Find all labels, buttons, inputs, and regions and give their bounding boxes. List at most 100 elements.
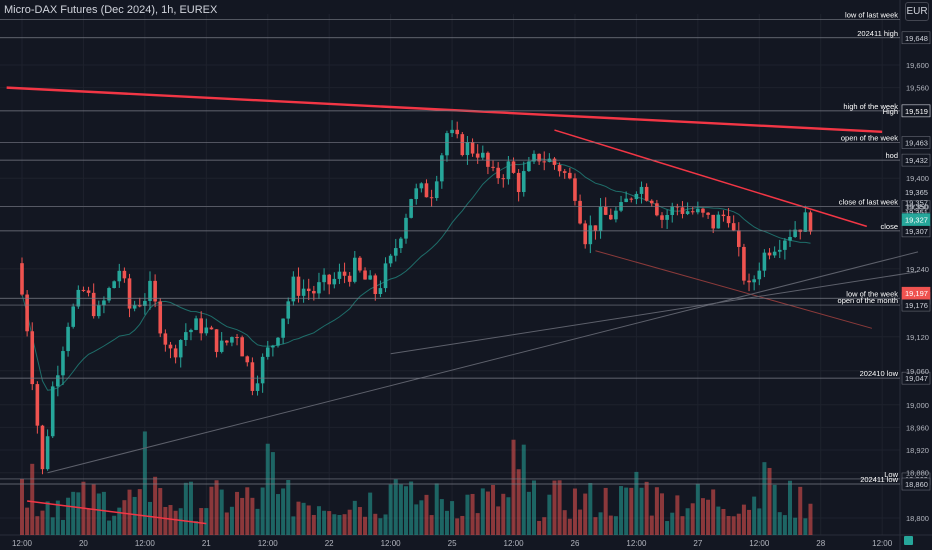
settings-square-icon[interactable] bbox=[904, 536, 913, 545]
candle-body bbox=[358, 257, 362, 271]
candle-body bbox=[260, 356, 265, 384]
candle-body bbox=[404, 217, 408, 239]
level-value-box bbox=[901, 31, 931, 45]
volume-bar bbox=[137, 489, 142, 535]
volume-bar bbox=[148, 501, 152, 535]
candle-body bbox=[470, 142, 475, 154]
volume-bar bbox=[45, 501, 50, 535]
level-value-box bbox=[901, 477, 931, 491]
candle-body bbox=[393, 248, 398, 256]
volume-bar bbox=[235, 491, 240, 535]
candle-body bbox=[112, 281, 116, 289]
candle-body bbox=[312, 291, 316, 294]
volume-bar bbox=[511, 439, 516, 535]
volume-bar bbox=[122, 500, 127, 535]
candle-body bbox=[363, 270, 367, 280]
y-tick-label: 19,560 bbox=[906, 84, 929, 93]
volume-bar bbox=[373, 513, 378, 535]
volume-bar bbox=[265, 443, 270, 535]
candle-body bbox=[680, 207, 685, 214]
volume-bar bbox=[404, 486, 408, 535]
level-label: 202411 low bbox=[860, 475, 898, 484]
candle-body bbox=[670, 206, 675, 215]
level-label: low of last week bbox=[845, 11, 898, 20]
candle-body bbox=[342, 271, 347, 276]
candle-body bbox=[199, 318, 203, 334]
volume-bar bbox=[337, 514, 342, 535]
candle-body bbox=[603, 206, 608, 215]
candle-body bbox=[752, 279, 756, 283]
volume-bar bbox=[409, 481, 414, 535]
candle-body bbox=[496, 167, 500, 179]
volume-bar bbox=[767, 467, 772, 535]
candle-body bbox=[772, 251, 777, 256]
volume-bar bbox=[316, 506, 321, 535]
volume-bar bbox=[183, 482, 188, 535]
candle-body bbox=[86, 290, 91, 293]
volume-bar bbox=[470, 493, 475, 535]
candle-body bbox=[521, 171, 526, 193]
volume-bar bbox=[327, 511, 332, 535]
level-value: 19,307 bbox=[905, 227, 928, 236]
volume-bar bbox=[526, 491, 531, 535]
candle-body bbox=[767, 252, 772, 256]
candle-body bbox=[696, 208, 700, 213]
volume-bar bbox=[793, 517, 798, 535]
volume-bar bbox=[608, 515, 613, 535]
level-value-box bbox=[901, 371, 931, 385]
candle-body bbox=[378, 288, 383, 295]
candle-body bbox=[271, 345, 275, 348]
y-tick-label: 18,800 bbox=[906, 514, 929, 523]
volume-bar bbox=[455, 518, 460, 535]
currency-button[interactable]: EUR bbox=[905, 2, 929, 21]
candle-body bbox=[255, 383, 260, 391]
candle-body bbox=[178, 340, 183, 358]
volume-bar bbox=[219, 489, 224, 535]
volume-bar bbox=[270, 452, 275, 535]
volume-bar bbox=[168, 505, 173, 535]
x-tick-label: 12:00 bbox=[504, 539, 525, 548]
y-tick-label: 18,880 bbox=[906, 469, 929, 478]
volume-bar bbox=[613, 516, 618, 535]
price-badge-value: 19,519 bbox=[905, 107, 928, 116]
volume-bar bbox=[101, 491, 106, 535]
level-label: 202410 low bbox=[860, 369, 899, 378]
volume-bar bbox=[112, 515, 117, 535]
volume-bar bbox=[777, 512, 782, 535]
volume-bar bbox=[301, 502, 306, 535]
volume-bar bbox=[173, 510, 178, 535]
candle-body bbox=[721, 214, 726, 217]
candle-body bbox=[250, 362, 255, 391]
candle-body bbox=[71, 306, 75, 327]
volume-bar bbox=[250, 497, 255, 535]
volume-bar bbox=[255, 508, 260, 535]
volume-bar bbox=[788, 480, 792, 535]
volume-bar bbox=[532, 480, 536, 535]
volume-bar bbox=[342, 514, 347, 535]
volume-bar bbox=[593, 517, 598, 535]
candle-body bbox=[762, 252, 767, 271]
volume-bar bbox=[60, 519, 65, 535]
volume-bar bbox=[624, 487, 629, 535]
x-tick-label: 27 bbox=[693, 539, 702, 548]
candle-body bbox=[455, 129, 459, 135]
volume-bar bbox=[153, 476, 158, 535]
candle-body bbox=[143, 300, 147, 306]
volume-bar bbox=[639, 487, 644, 535]
level-value: 19,648 bbox=[905, 34, 928, 43]
volume-bar bbox=[214, 480, 219, 535]
candle-body bbox=[184, 332, 188, 341]
volume-bar bbox=[306, 505, 311, 535]
candle-body bbox=[731, 223, 736, 231]
volume-bar bbox=[665, 521, 670, 535]
candle-body bbox=[235, 337, 239, 339]
candle-body bbox=[557, 164, 562, 172]
volume-bar bbox=[444, 510, 449, 535]
level-label: close of last week bbox=[839, 198, 898, 207]
trendline bbox=[47, 251, 919, 474]
candle-body bbox=[40, 425, 45, 470]
candle-body bbox=[337, 271, 342, 279]
volume-bar bbox=[542, 517, 547, 535]
